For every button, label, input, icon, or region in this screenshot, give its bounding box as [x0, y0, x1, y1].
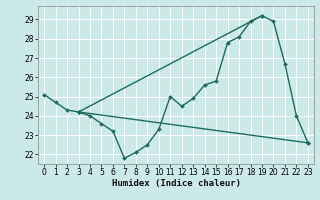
X-axis label: Humidex (Indice chaleur): Humidex (Indice chaleur)	[111, 179, 241, 188]
